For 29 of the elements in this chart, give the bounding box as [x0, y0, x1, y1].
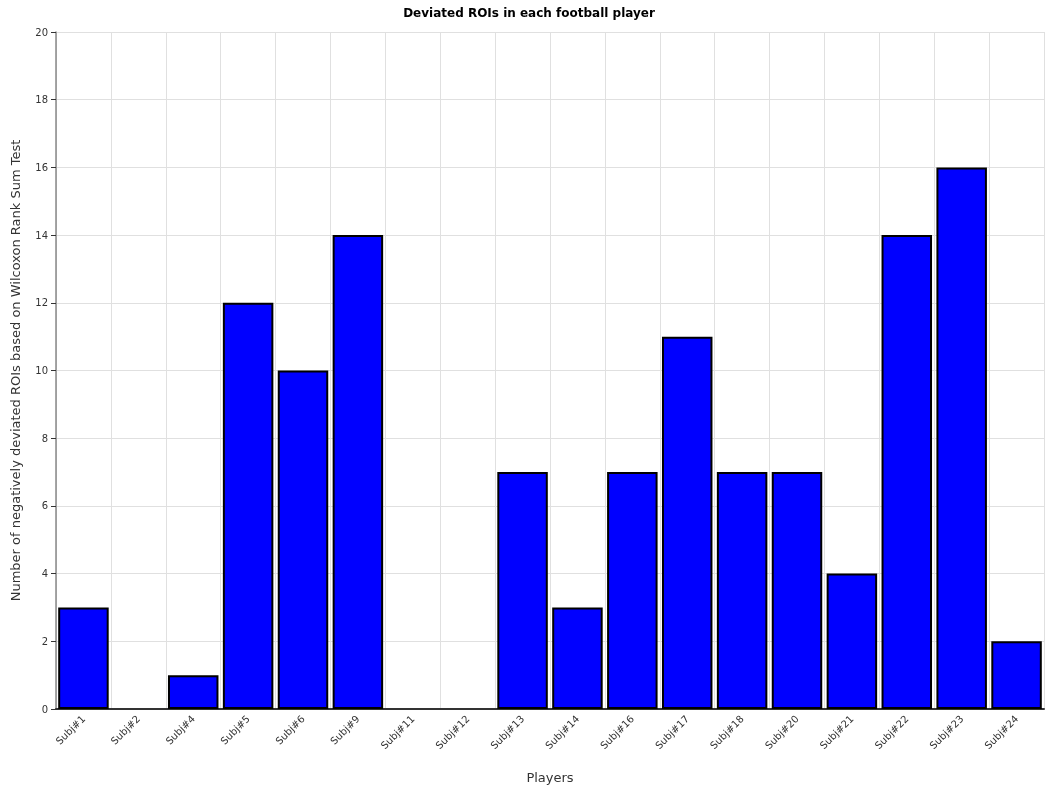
bar [552, 607, 603, 709]
bar [936, 167, 987, 709]
bar [607, 472, 658, 709]
y-tick-label: 4 [41, 568, 48, 580]
y-tick-label: 12 [35, 297, 48, 309]
bar [277, 370, 329, 709]
chart-title: Deviated ROIs in each football player [403, 6, 655, 20]
bar [222, 302, 274, 709]
y-tick-label: 20 [35, 26, 48, 38]
y-tick-label: 18 [35, 94, 48, 106]
bar [826, 573, 878, 709]
y-axis-title: Number of negatively deviated ROIs based on Wilcoxon Rank Sum Test [8, 139, 23, 602]
bar [716, 472, 768, 709]
bar [58, 607, 109, 709]
bar [771, 472, 823, 709]
y-tick-label: 8 [41, 432, 48, 444]
y-tick-label: 16 [35, 161, 48, 173]
bar [881, 235, 933, 709]
bar [167, 675, 219, 709]
y-tick-label: 6 [41, 500, 48, 512]
bar [332, 235, 384, 709]
y-tick-label: 0 [41, 703, 48, 715]
y-tick-label: 2 [41, 635, 48, 647]
bar [991, 641, 1042, 709]
bar [497, 472, 548, 709]
y-tick-label: 10 [35, 365, 48, 376]
y-tick-label: 14 [35, 229, 48, 241]
bar [661, 336, 713, 709]
x-axis-title: Players [526, 770, 574, 785]
